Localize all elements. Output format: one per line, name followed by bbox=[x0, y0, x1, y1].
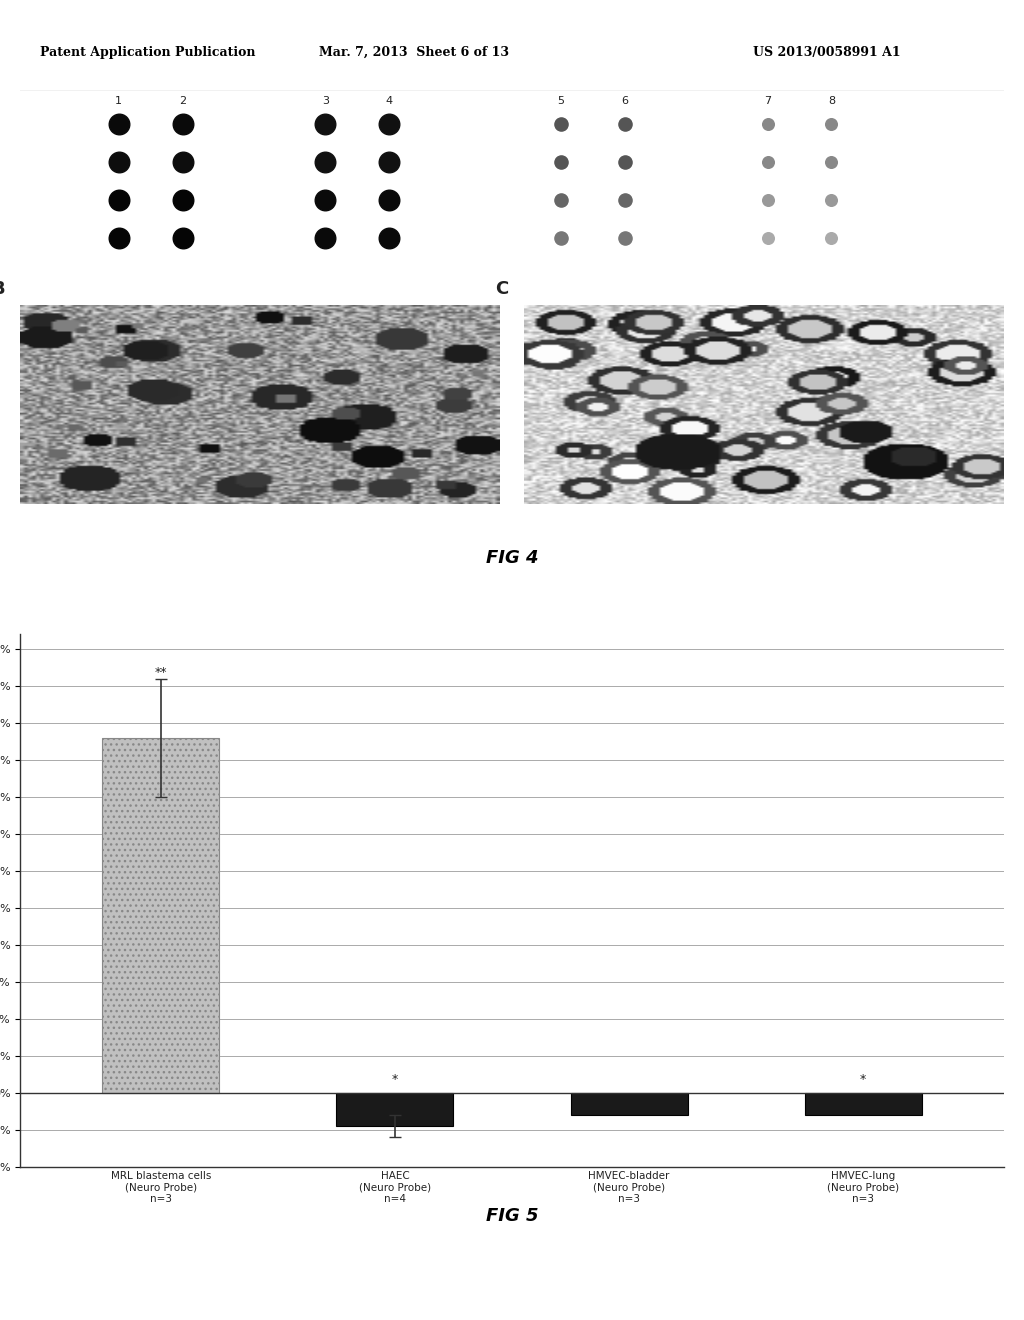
Text: B: B bbox=[0, 280, 5, 297]
Text: 6: 6 bbox=[622, 95, 629, 106]
Text: **: ** bbox=[155, 665, 167, 678]
Text: 2: 2 bbox=[179, 95, 186, 106]
Point bbox=[760, 227, 776, 248]
Point bbox=[760, 152, 776, 173]
Text: 8: 8 bbox=[828, 95, 835, 106]
Bar bbox=[102, 738, 219, 1093]
Text: HMVEC-lung
(Neuro Probe)
n=3: HMVEC-lung (Neuro Probe) n=3 bbox=[827, 1171, 899, 1204]
Text: HAEC
(Neuro Probe)
n=4: HAEC (Neuro Probe) n=4 bbox=[358, 1171, 431, 1204]
Point bbox=[381, 152, 397, 173]
Point bbox=[174, 152, 190, 173]
Point bbox=[823, 152, 840, 173]
Point bbox=[381, 227, 397, 248]
Point bbox=[111, 189, 127, 210]
Text: 7: 7 bbox=[764, 95, 771, 106]
Text: US 2013/0058991 A1: US 2013/0058991 A1 bbox=[753, 45, 900, 58]
Point bbox=[616, 114, 633, 135]
Point bbox=[317, 189, 334, 210]
Text: MRL blastema cells
(Neuro Probe)
n=3: MRL blastema cells (Neuro Probe) n=3 bbox=[111, 1171, 211, 1204]
Point bbox=[553, 152, 569, 173]
Point bbox=[616, 152, 633, 173]
Point bbox=[553, 114, 569, 135]
Text: FIG 5: FIG 5 bbox=[485, 1206, 539, 1225]
Point bbox=[317, 152, 334, 173]
Point bbox=[616, 227, 633, 248]
Text: 5: 5 bbox=[558, 95, 564, 106]
Point bbox=[174, 227, 190, 248]
Text: FIG 4: FIG 4 bbox=[485, 549, 539, 568]
Bar bbox=[805, 1093, 922, 1115]
Text: HMVEC-bladder
(Neuro Probe)
n=3: HMVEC-bladder (Neuro Probe) n=3 bbox=[589, 1171, 670, 1204]
Point bbox=[111, 227, 127, 248]
Point bbox=[823, 189, 840, 210]
Point bbox=[553, 189, 569, 210]
Text: Mar. 7, 2013  Sheet 6 of 13: Mar. 7, 2013 Sheet 6 of 13 bbox=[318, 45, 509, 58]
Point bbox=[823, 227, 840, 248]
Point bbox=[174, 114, 190, 135]
Text: 3: 3 bbox=[322, 95, 329, 106]
Text: 1: 1 bbox=[116, 95, 122, 106]
Point bbox=[381, 114, 397, 135]
Point bbox=[317, 114, 334, 135]
Bar bbox=[337, 1093, 454, 1126]
Text: *: * bbox=[860, 1073, 866, 1085]
Point bbox=[823, 114, 840, 135]
Point bbox=[111, 114, 127, 135]
Point bbox=[553, 227, 569, 248]
Point bbox=[616, 189, 633, 210]
Bar bbox=[570, 1093, 687, 1115]
Point bbox=[760, 189, 776, 210]
Point bbox=[381, 189, 397, 210]
Point bbox=[174, 189, 190, 210]
Point bbox=[317, 227, 334, 248]
Point bbox=[111, 152, 127, 173]
Text: *: * bbox=[392, 1073, 398, 1085]
Text: 4: 4 bbox=[386, 95, 392, 106]
Point bbox=[760, 114, 776, 135]
Text: C: C bbox=[496, 280, 509, 297]
Text: Patent Application Publication: Patent Application Publication bbox=[40, 45, 256, 58]
